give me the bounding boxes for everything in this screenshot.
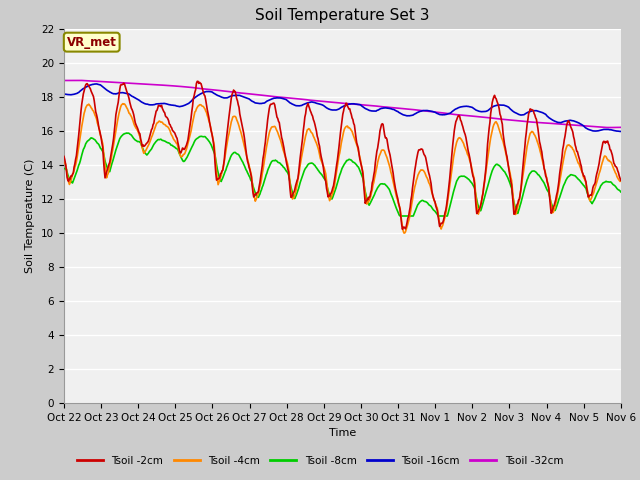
Tsoil -4cm bbox=[412, 181, 419, 187]
Tsoil -2cm bbox=[428, 188, 436, 193]
Line: Tsoil -2cm: Tsoil -2cm bbox=[64, 81, 621, 229]
Tsoil -8cm bbox=[617, 189, 625, 195]
Legend: Tsoil -2cm, Tsoil -4cm, Tsoil -8cm, Tsoil -16cm, Tsoil -32cm: Tsoil -2cm, Tsoil -4cm, Tsoil -8cm, Tsoi… bbox=[73, 452, 567, 470]
Tsoil -2cm bbox=[194, 78, 202, 84]
Line: Tsoil -32cm: Tsoil -32cm bbox=[64, 80, 621, 128]
Tsoil -8cm bbox=[428, 205, 436, 211]
Title: Soil Temperature Set 3: Soil Temperature Set 3 bbox=[255, 9, 429, 24]
Tsoil -32cm bbox=[411, 107, 419, 113]
Tsoil -32cm bbox=[607, 125, 614, 131]
Tsoil -2cm bbox=[412, 163, 419, 168]
Tsoil -16cm bbox=[185, 100, 193, 106]
Tsoil -2cm bbox=[617, 178, 625, 183]
Tsoil -32cm bbox=[76, 77, 84, 83]
Tsoil -32cm bbox=[70, 78, 78, 84]
Tsoil -8cm bbox=[123, 130, 131, 136]
Tsoil -8cm bbox=[396, 213, 404, 219]
Tsoil -4cm bbox=[128, 116, 136, 121]
Tsoil -32cm bbox=[185, 84, 193, 90]
X-axis label: Time: Time bbox=[329, 429, 356, 438]
Tsoil -32cm bbox=[214, 87, 222, 93]
Tsoil -2cm bbox=[399, 227, 406, 232]
Tsoil -16cm bbox=[128, 94, 136, 99]
Tsoil -4cm bbox=[185, 138, 193, 144]
Tsoil -16cm bbox=[60, 91, 68, 97]
Line: Tsoil -8cm: Tsoil -8cm bbox=[64, 133, 621, 216]
Tsoil -8cm bbox=[70, 176, 78, 181]
Line: Tsoil -4cm: Tsoil -4cm bbox=[64, 104, 621, 233]
Tsoil -8cm bbox=[412, 207, 419, 213]
Tsoil -4cm bbox=[60, 159, 68, 165]
Tsoil -16cm bbox=[70, 91, 78, 97]
Tsoil -8cm bbox=[128, 133, 136, 139]
Tsoil -2cm bbox=[127, 106, 135, 111]
Tsoil -2cm bbox=[214, 176, 222, 182]
Tsoil -16cm bbox=[214, 93, 222, 98]
Tsoil -8cm bbox=[214, 170, 222, 176]
Tsoil -2cm bbox=[184, 137, 192, 143]
Tsoil -32cm bbox=[617, 124, 625, 130]
Tsoil -32cm bbox=[128, 81, 136, 86]
Tsoil -4cm bbox=[428, 190, 436, 195]
Tsoil -4cm bbox=[70, 168, 78, 174]
Tsoil -16cm bbox=[93, 81, 100, 87]
Text: VR_met: VR_met bbox=[67, 36, 116, 48]
Tsoil -2cm bbox=[70, 164, 78, 170]
Tsoil -4cm bbox=[617, 178, 625, 184]
Tsoil -2cm bbox=[60, 154, 68, 159]
Tsoil -4cm bbox=[119, 101, 127, 107]
Tsoil -4cm bbox=[214, 182, 222, 188]
Tsoil -16cm bbox=[411, 111, 419, 117]
Tsoil -16cm bbox=[428, 108, 435, 114]
Y-axis label: Soil Temperature (C): Soil Temperature (C) bbox=[26, 159, 35, 273]
Tsoil -8cm bbox=[60, 166, 68, 171]
Tsoil -8cm bbox=[185, 151, 193, 157]
Tsoil -32cm bbox=[428, 108, 435, 114]
Line: Tsoil -16cm: Tsoil -16cm bbox=[64, 84, 621, 132]
Tsoil -4cm bbox=[400, 230, 408, 236]
Tsoil -16cm bbox=[617, 129, 625, 134]
Tsoil -32cm bbox=[60, 78, 68, 84]
